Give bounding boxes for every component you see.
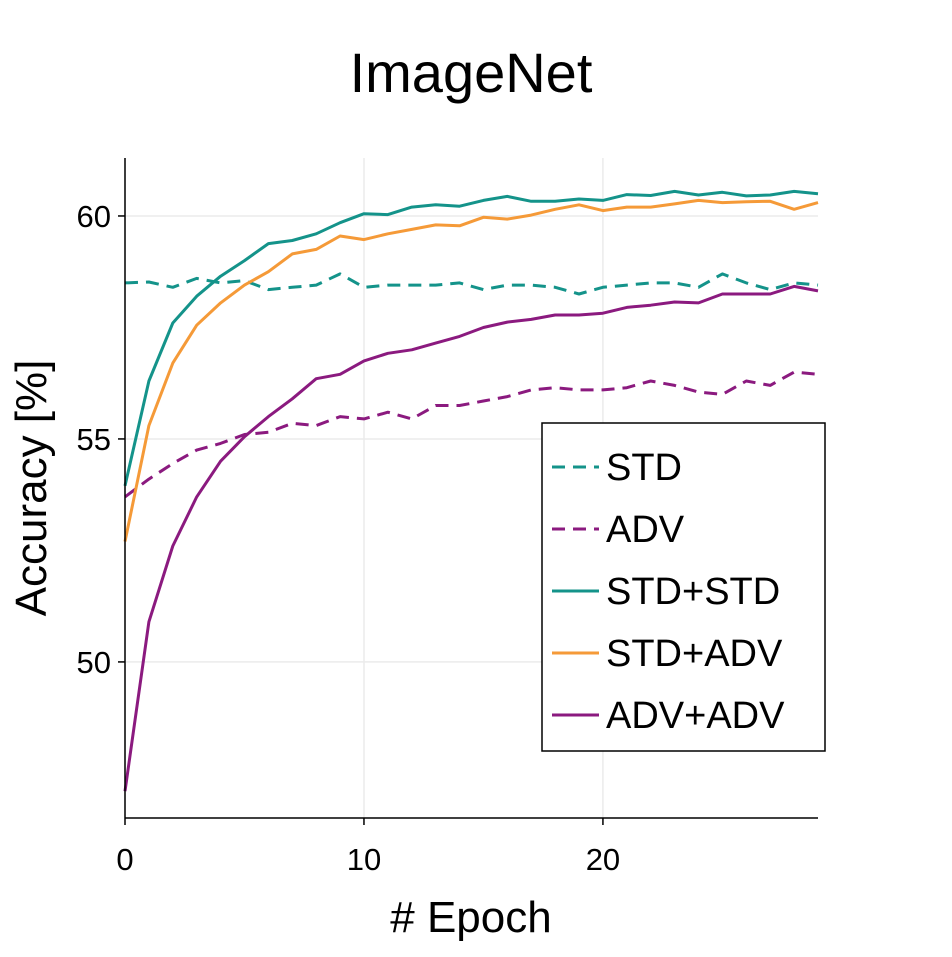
y-tick-label-0: 50 xyxy=(77,645,111,680)
series-line-std xyxy=(124,272,819,296)
x-tick-label-1: 10 xyxy=(347,842,381,877)
series-line-adv xyxy=(124,370,819,499)
legend-label-std-plus-std: STD+STD xyxy=(606,571,780,613)
tick-labels: 0 10 20 50 55 60 xyxy=(77,199,621,877)
legend-label-adv-plus-adv: ADV+ADV xyxy=(606,695,785,737)
series-lines xyxy=(123,189,819,792)
legend-box xyxy=(541,422,826,752)
legend: STD ADV STD+STD STD+ADV ADV+ADV xyxy=(541,422,826,752)
series-line-std-plus-adv xyxy=(123,198,819,542)
x-axis-title: # Epoch xyxy=(390,893,551,942)
x-tick-label-2: 20 xyxy=(586,842,620,877)
legend-label-adv: ADV xyxy=(606,509,685,551)
legend-label-std: STD xyxy=(606,447,682,489)
y-tick-label-2: 60 xyxy=(77,199,111,234)
x-tick-label-0: 0 xyxy=(116,842,133,877)
chart-title: ImageNet xyxy=(350,41,593,104)
series-line-std-plus-std xyxy=(123,189,819,487)
y-axis-title: Accuracy [%] xyxy=(7,360,56,617)
legend-label-std-plus-adv: STD+ADV xyxy=(606,633,783,675)
series-line-adv-plus-adv xyxy=(123,284,819,792)
y-tick-label-1: 55 xyxy=(77,422,111,457)
axes xyxy=(118,158,818,825)
